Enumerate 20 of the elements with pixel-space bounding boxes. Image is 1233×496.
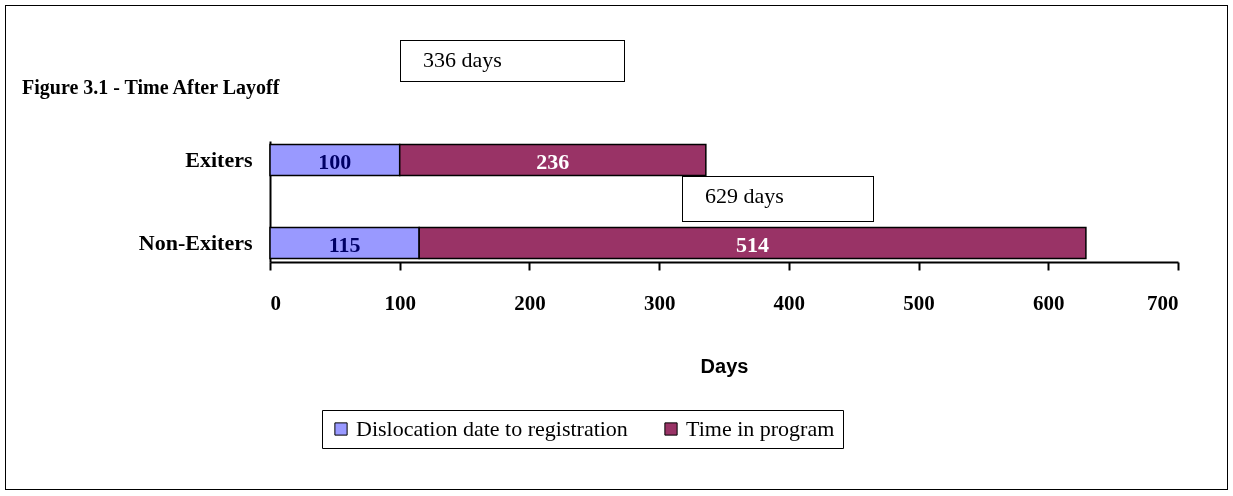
data-label: 514 (736, 231, 770, 257)
x-tick-label: 0 (270, 290, 281, 315)
x-tick-label: 700 (1147, 290, 1179, 315)
x-tick-label: 100 (384, 290, 416, 315)
data-label: 236 (536, 149, 570, 175)
legend-label: Time in program (686, 416, 835, 441)
chart-title: Figure 3.1 - Time After Layoff (22, 76, 280, 99)
x-tick-label: 500 (903, 290, 935, 315)
legend-label: Dislocation date to registration (356, 416, 628, 441)
x-axis-title: Days (700, 354, 749, 377)
x-tick-label: 300 (643, 290, 676, 315)
annotation: 629 days (682, 176, 874, 222)
x-tick-label: 200 (514, 290, 546, 315)
x-tick-label: 600 (1033, 290, 1065, 315)
data-label: 115 (328, 231, 361, 257)
y-tick-label: Non-Exiters (138, 229, 253, 255)
data-label: 100 (318, 149, 352, 175)
text: 336 days (400, 40, 625, 82)
y-tick-label: Exiters (185, 147, 253, 173)
x-tick-label: 400 (773, 290, 806, 315)
